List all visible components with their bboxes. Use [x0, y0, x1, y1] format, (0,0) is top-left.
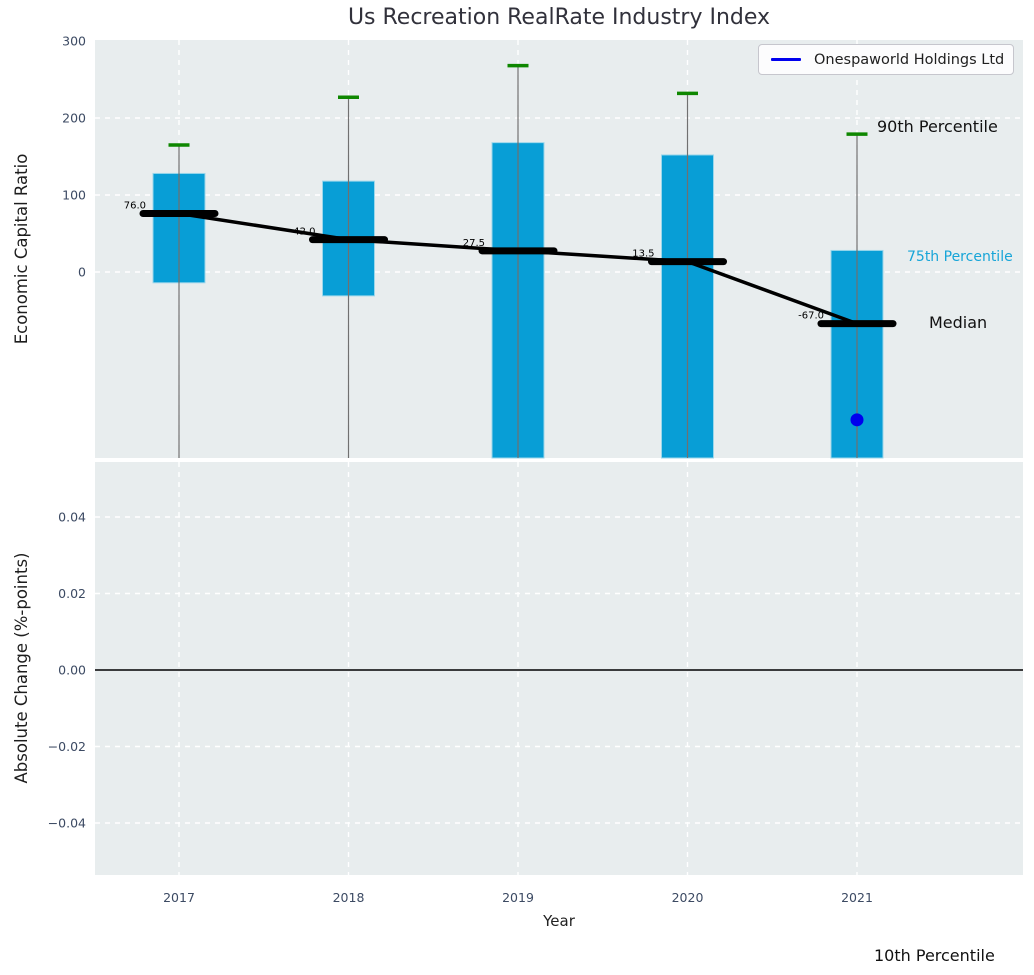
- legend: Onespaworld Holdings Ltd: [758, 44, 1014, 75]
- median-value-label-2020: 13.5: [632, 249, 654, 260]
- company-point: [850, 413, 864, 427]
- y-tick-label-bottom: 0.04: [58, 510, 86, 525]
- y-axis-label-bottom: Absolute Change (%-points): [12, 552, 31, 784]
- median-value-label-2019: 27.5: [463, 238, 485, 249]
- y-tick-label-bottom: −0.04: [48, 816, 86, 831]
- annotation-median: Median: [929, 313, 988, 332]
- y-tick-label-bottom: −0.02: [48, 739, 86, 754]
- median-value-label-2018: 42.0: [293, 227, 315, 238]
- legend-line-swatch: [771, 58, 801, 61]
- y-tick-label-top: 200: [62, 111, 86, 126]
- chart-title: Us Recreation RealRate Industry Index: [347, 5, 771, 30]
- y-tick-label-top: 100: [62, 188, 86, 203]
- x-tick-label: 2020: [672, 890, 704, 905]
- y-tick-label-bottom: 0.02: [58, 586, 86, 601]
- x-tick-label: 2019: [502, 890, 534, 905]
- y-axis-label-top: Economic Capital Ratio: [12, 153, 31, 345]
- top-panel-bg: [95, 40, 1023, 458]
- x-axis-label: Year: [543, 912, 575, 930]
- median-value-label-2021: -67.0: [798, 311, 824, 322]
- median-value-label-2017: 76.0: [124, 200, 146, 211]
- annotation-75th-percentile: 75th Percentile: [907, 249, 1013, 265]
- legend-label: Onespaworld Holdings Ltd: [814, 51, 1005, 68]
- y-tick-label-bottom: 0.00: [58, 663, 86, 678]
- annotation-10th-percentile: 10th Percentile: [874, 946, 995, 965]
- x-tick-label: 2021: [841, 890, 873, 905]
- bottom-panel-bg: [95, 462, 1023, 875]
- y-tick-label-top: 300: [62, 34, 86, 49]
- x-tick-label: 2018: [333, 890, 365, 905]
- annotation-90th-percentile: 90th Percentile: [877, 117, 998, 136]
- y-tick-label-top: 0: [78, 265, 86, 280]
- x-tick-label: 2017: [163, 890, 195, 905]
